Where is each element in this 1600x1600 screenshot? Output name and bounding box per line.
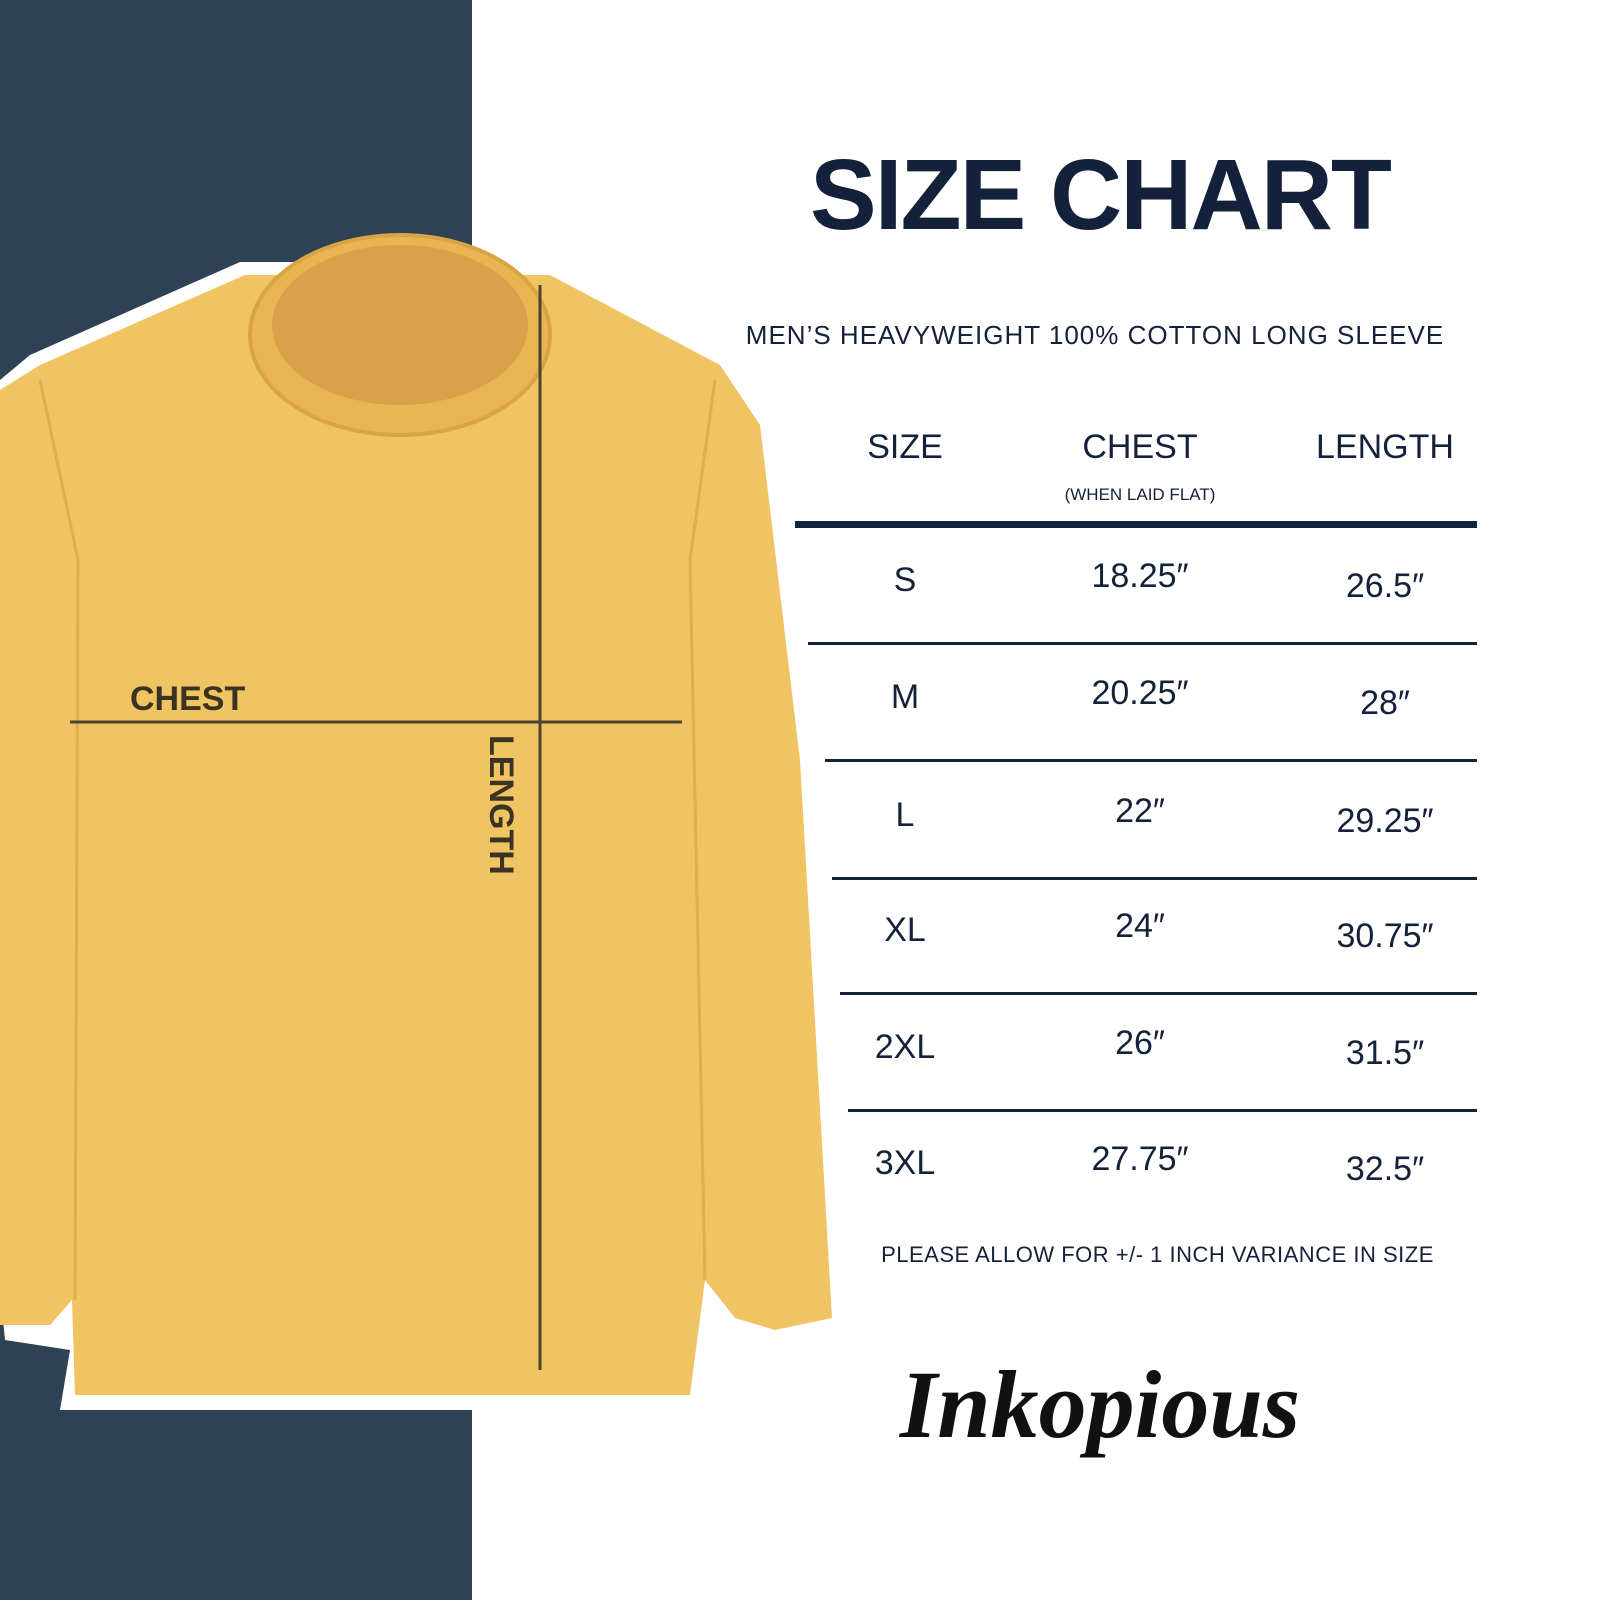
- size-cell: 2XL: [874, 1028, 936, 1066]
- chest-cell: 27.75″: [1091, 1140, 1189, 1178]
- row-divider: [840, 992, 1477, 995]
- chest-cell: 20.25″: [1091, 674, 1189, 712]
- subtitle: MEN’S HEAVYWEIGHT 100% COTTON LONG SLEEV…: [745, 320, 1445, 350]
- size-cell: S: [893, 561, 917, 599]
- sleeve-seam-left: [38, 379, 80, 1301]
- collar-inner: [272, 245, 528, 405]
- row-divider: [825, 759, 1477, 762]
- page-title: SIZE CHART: [810, 139, 1392, 251]
- row-divider: [848, 1109, 1477, 1112]
- length-label: LENGTH: [482, 735, 520, 875]
- length-cell: 26.5″: [1345, 567, 1425, 605]
- row-divider: [832, 877, 1477, 880]
- header-divider: [795, 521, 1477, 528]
- sleeve-seam-right: [688, 379, 717, 1281]
- length-cell: 28″: [1360, 684, 1410, 722]
- header-length: LENGTH: [1316, 428, 1454, 466]
- length-cell: 29.25″: [1336, 802, 1434, 840]
- chest-cell: 24″: [1115, 907, 1165, 945]
- size-cell: 3XL: [874, 1144, 936, 1182]
- chest-cell: 22″: [1115, 792, 1165, 830]
- chest-cell: 18.25″: [1091, 557, 1189, 595]
- brand-logo: Inkopious: [899, 1351, 1301, 1458]
- header-size: SIZE: [867, 428, 943, 466]
- length-cell: 32.5″: [1345, 1150, 1425, 1188]
- size-cell: XL: [884, 911, 926, 949]
- header-chest-note: (WHEN LAID FLAT): [1064, 485, 1216, 504]
- variance-note: PLEASE ALLOW FOR +/- 1 INCH VARIANCE IN …: [881, 1242, 1434, 1267]
- size-cell: L: [895, 796, 915, 834]
- chest-label: CHEST: [130, 680, 246, 718]
- size-cell: M: [890, 678, 920, 716]
- shirt-body: [0, 275, 832, 1395]
- shirt-illustration: [0, 233, 832, 1395]
- length-cell: 31.5″: [1345, 1034, 1425, 1072]
- chest-cell: 26″: [1115, 1024, 1165, 1062]
- row-divider: [808, 642, 1477, 645]
- length-cell: 30.75″: [1336, 917, 1434, 955]
- header-chest: CHEST: [1082, 428, 1198, 466]
